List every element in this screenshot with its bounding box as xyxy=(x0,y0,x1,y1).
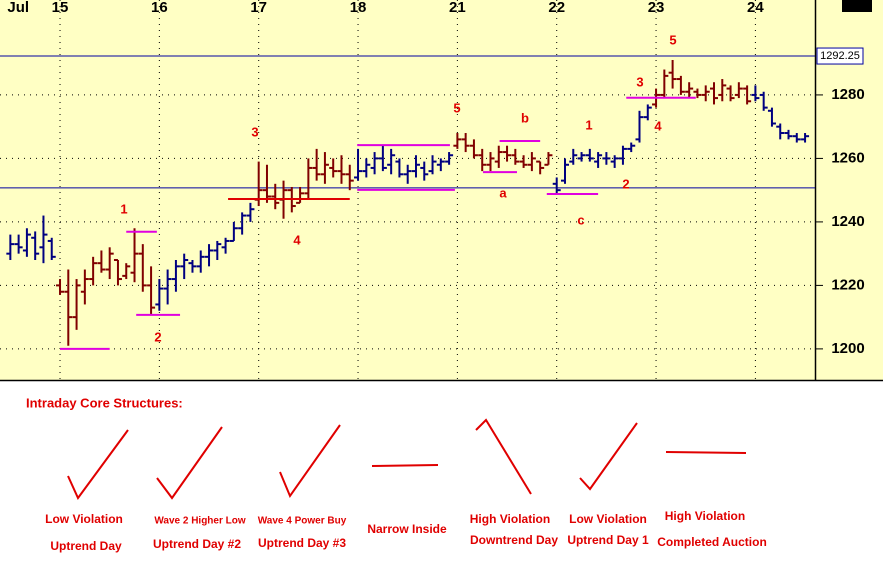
x-tick-label: 16 xyxy=(151,0,168,16)
x-tick-label: 18 xyxy=(350,0,367,16)
caption: Uptrend Day #3 xyxy=(258,536,346,550)
price-label: 1292.25 xyxy=(820,50,860,62)
wave-label: 2 xyxy=(154,329,161,344)
caption: Downtrend Day xyxy=(470,533,558,547)
x-tick-label: Jul xyxy=(7,0,29,16)
shape xyxy=(156,426,223,500)
caption: Narrow Inside xyxy=(367,522,447,536)
x-tick-label: 22 xyxy=(548,0,565,16)
wave-label: 5 xyxy=(669,32,676,47)
wave-label: 3 xyxy=(251,124,258,139)
y-tick-label: 1280 xyxy=(831,86,864,103)
x-tick-label: 21 xyxy=(449,0,466,16)
y-tick-label: 1260 xyxy=(831,149,864,166)
shape xyxy=(665,451,747,454)
y-tick-label: 1200 xyxy=(831,340,864,357)
caption: Uptrend Day 1 xyxy=(567,533,649,547)
x-tick-label: 15 xyxy=(52,0,69,16)
caption: Uptrend Day #2 xyxy=(153,537,241,551)
shape xyxy=(579,422,638,491)
wave-label: 4 xyxy=(654,118,662,133)
caption: Uptrend Day xyxy=(50,539,122,553)
structures-title: Intraday Core Structures: xyxy=(26,395,183,410)
wave-label: 1 xyxy=(120,201,127,216)
wave-label: 3 xyxy=(636,74,643,89)
wave-label: 4 xyxy=(293,232,301,247)
wave-label: c xyxy=(577,212,584,227)
y-tick-label: 1220 xyxy=(831,276,864,293)
shape xyxy=(371,464,439,467)
wave-label: 1 xyxy=(585,117,592,132)
wave-label: b xyxy=(521,110,529,125)
x-tick-label: 17 xyxy=(250,0,267,16)
caption: Completed Auction xyxy=(657,535,767,549)
shape xyxy=(67,429,129,500)
caption: High Violation xyxy=(665,509,745,523)
corner-box xyxy=(842,0,872,12)
shape xyxy=(475,418,532,495)
caption: Wave 2 Higher Low xyxy=(154,516,246,527)
y-tick-label: 1240 xyxy=(831,213,864,230)
caption: Low Violation xyxy=(569,512,647,526)
wave-label: a xyxy=(499,185,507,200)
wave-label: 5 xyxy=(453,100,460,115)
x-tick-label: 23 xyxy=(648,0,665,16)
shape xyxy=(279,424,341,499)
caption: Wave 4 Power Buy xyxy=(258,516,347,527)
price-box xyxy=(816,47,864,65)
structure-shapes xyxy=(67,418,747,500)
wave-label: 2 xyxy=(622,176,629,191)
caption: High Violation xyxy=(470,512,550,526)
x-tick-label: 24 xyxy=(747,0,764,16)
caption: Low Violation xyxy=(45,512,123,526)
